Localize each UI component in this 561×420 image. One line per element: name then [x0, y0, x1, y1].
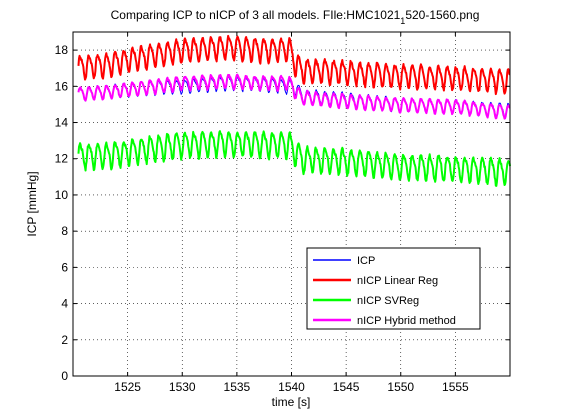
x-tick-label: 1530 [169, 380, 196, 394]
x-tick-label: 1535 [224, 380, 251, 394]
x-axis-label: time [s] [272, 395, 311, 409]
legend-box [306, 247, 481, 330]
series-line-2 [77, 130, 511, 187]
series-line-1 [77, 34, 511, 96]
legend: ICP nICP Linear Reg nICP SVReg nICP Hybrid … [306, 247, 481, 330]
y-tick-label: 10 [55, 188, 69, 202]
legend-entry: nICP SVReg [357, 295, 419, 307]
y-tick-label: 6 [61, 260, 68, 274]
x-tick-label: 1540 [278, 380, 305, 394]
y-tick-label: 12 [55, 152, 69, 166]
x-tick-label: 1550 [387, 380, 414, 394]
y-axis-label: ICP [mmHg] [25, 171, 39, 236]
y-tick-label: 4 [61, 297, 68, 311]
legend-entry: nICP Linear Reg [357, 275, 438, 287]
y-tick-label: 16 [55, 79, 69, 93]
legend-entry: nICP Hybrid method [357, 315, 456, 327]
series-lines [77, 34, 511, 187]
chart-title: Comparing ICP to nICP of 3 all models. F… [111, 8, 480, 26]
x-tick-label: 1545 [333, 380, 360, 394]
ticks: 1525 1530 1535 1540 1545 1550 1555 0 2 4 6 8 10 12 14 1… [55, 32, 510, 394]
y-tick-label: 0 [61, 369, 68, 383]
x-tick-label: 1555 [442, 380, 469, 394]
legend-entry: ICP [357, 255, 375, 267]
y-tick-label: 2 [61, 333, 68, 347]
y-tick-label: 18 [55, 43, 69, 57]
y-tick-label: 14 [55, 116, 69, 130]
y-tick-label: 8 [61, 224, 68, 238]
series-line-3 [77, 73, 511, 120]
x-tick-label: 1525 [114, 380, 141, 394]
